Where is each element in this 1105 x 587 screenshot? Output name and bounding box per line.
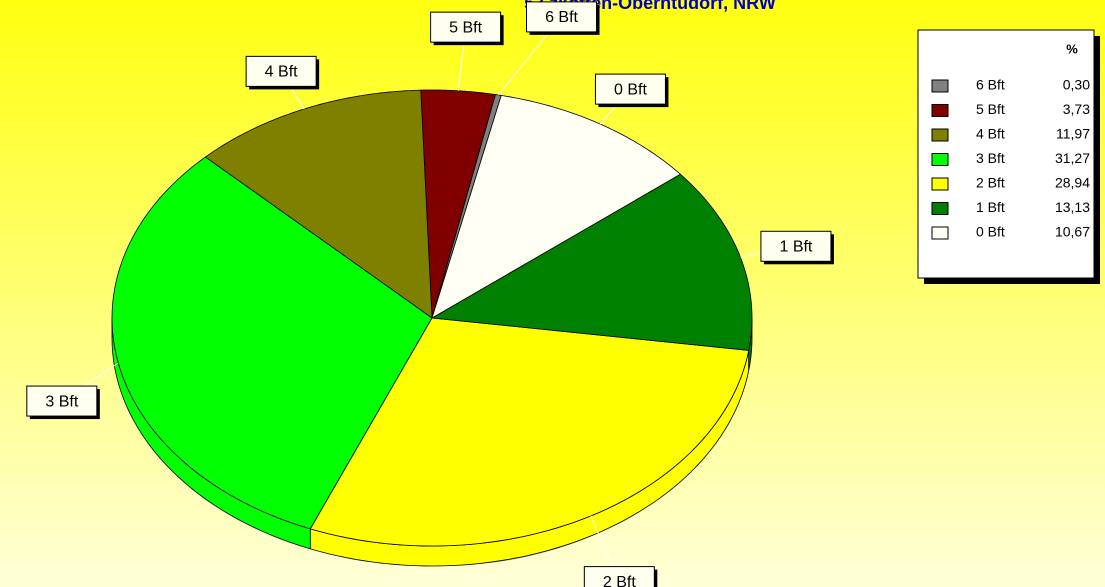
legend-swatch <box>931 153 949 166</box>
label-box <box>526 1 598 33</box>
slice-labels: 6 Bft 5 Bft 4 Bft 3 Bft 2 Bft 1 Bft 0 Bft <box>26 1 834 587</box>
legend-swatch <box>931 177 949 191</box>
slice-label: 1 Bft <box>779 239 812 256</box>
slice-label: 5 Bft <box>449 19 482 36</box>
pie <box>111 89 753 567</box>
label-box <box>760 230 832 262</box>
legend-label: 1 Bft <box>976 199 1005 215</box>
legend-label: 6 Bft <box>976 77 1005 93</box>
legend-label: 5 Bft <box>976 101 1005 117</box>
legend-swatch <box>931 104 949 117</box>
slice <box>430 173 753 351</box>
legend-value: 3,73 <box>1063 101 1090 117</box>
label-box <box>430 11 502 43</box>
label-box <box>583 566 655 587</box>
slice <box>431 94 682 319</box>
legend-label: 2 Bft <box>976 175 1005 191</box>
legend-value: 31,27 <box>1055 150 1090 166</box>
legend-swatch <box>931 79 949 93</box>
legend-value: 0,30 <box>1063 77 1090 93</box>
legend-header: % <box>1066 41 1078 56</box>
label-box <box>594 73 666 105</box>
legend-swatch <box>931 128 949 142</box>
label-box <box>26 385 98 417</box>
legend-value: 28,94 <box>1055 175 1090 191</box>
legend-label: 4 Bft <box>976 126 1005 142</box>
legend-value: 10,67 <box>1055 224 1090 240</box>
label-box <box>245 55 317 87</box>
legend-swatch <box>931 226 949 240</box>
legend-label: 3 Bft <box>976 150 1005 166</box>
legend-label: 0 Bft <box>976 224 1005 240</box>
legend-swatch <box>931 202 949 215</box>
slice-label: 0 Bft <box>614 81 647 98</box>
legend-value: 13,13 <box>1055 199 1090 215</box>
slice <box>420 89 496 319</box>
slice-label: 6 Bft <box>545 9 578 26</box>
legend: % 6 Bft 0,30 5 Bft 3,73 4 Bft 11,97 3 Bft 31,27… <box>917 29 1100 284</box>
legend-value: 11,97 <box>1056 126 1090 142</box>
slice-label: 2 Bft <box>603 574 636 587</box>
slice-label: 3 Bft <box>45 393 78 410</box>
slice-label: 4 Bft <box>265 64 298 81</box>
